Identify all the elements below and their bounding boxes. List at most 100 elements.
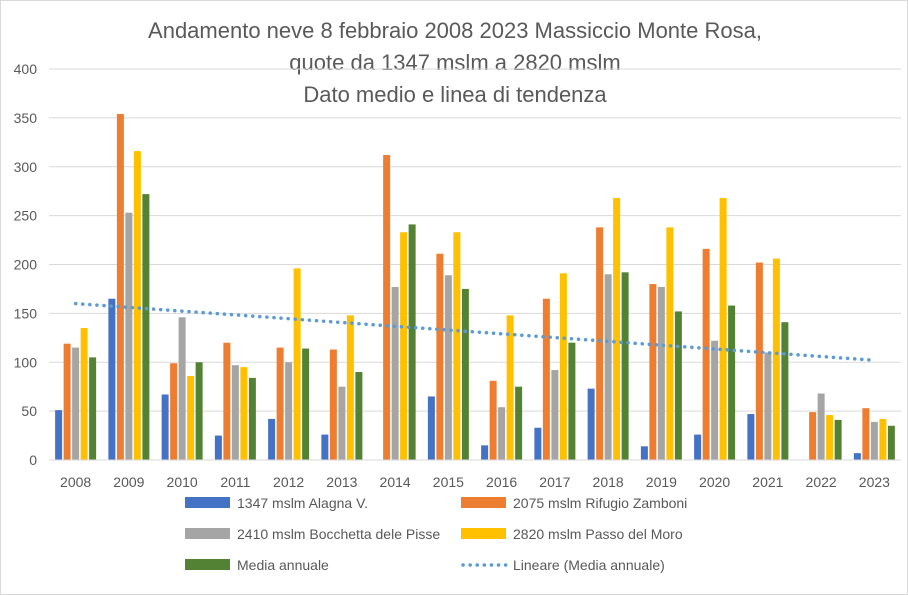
bar [170, 363, 178, 460]
bar [887, 425, 895, 460]
y-tick-label: 100 [14, 354, 38, 370]
bar [559, 273, 567, 460]
legend-swatch [185, 559, 230, 570]
bar [621, 272, 629, 460]
bar [187, 375, 195, 460]
legend-swatch [185, 497, 230, 508]
bar [862, 408, 870, 460]
bar [268, 418, 276, 460]
bar [551, 370, 559, 460]
x-tick-label: 2021 [752, 474, 783, 490]
bar [747, 414, 755, 460]
bar [719, 198, 727, 460]
bar [161, 394, 169, 460]
y-tick-label: 50 [21, 403, 37, 419]
chart-title-line-1: Andamento neve 8 febbraio 2008 2023 Mass… [148, 18, 762, 43]
y-tick-label: 250 [14, 208, 38, 224]
bar [427, 396, 435, 460]
bar [542, 298, 550, 460]
bar [834, 419, 842, 460]
bar [195, 362, 203, 460]
bar [817, 393, 825, 460]
legend-label: Lineare (Media annuale) [513, 557, 665, 573]
legend-swatch [461, 528, 506, 539]
x-tick-label: 2010 [167, 474, 198, 490]
bar [55, 410, 63, 460]
x-tick-label: 2008 [60, 474, 91, 490]
bar [728, 305, 736, 460]
bar [436, 253, 444, 460]
bar [604, 274, 612, 460]
bar [178, 317, 186, 460]
bar [125, 212, 133, 460]
x-tick-label: 2023 [859, 474, 890, 490]
bar [702, 248, 710, 460]
chart-title-line-2: quote da 1347 mslm a 2820 mslm [289, 50, 621, 75]
bar [80, 328, 88, 460]
x-tick-label: 2012 [273, 474, 304, 490]
bar [355, 372, 363, 460]
x-tick-label: 2020 [699, 474, 730, 490]
bar [391, 286, 399, 460]
bar [587, 388, 595, 460]
bar [461, 288, 469, 460]
x-tick-label: 2014 [380, 474, 411, 490]
trendline [73, 301, 877, 363]
bar [781, 322, 789, 460]
x-tick-label: 2018 [593, 474, 624, 490]
x-tick-label: 2009 [113, 474, 144, 490]
y-tick-label: 300 [14, 159, 38, 175]
legend-label: Media annuale [237, 557, 329, 573]
bar [613, 198, 621, 460]
bar [142, 194, 150, 460]
bar [596, 227, 604, 460]
bar [302, 348, 310, 460]
bar [444, 275, 452, 460]
x-tick-label: 2022 [806, 474, 837, 490]
bar [346, 315, 354, 460]
bar [231, 365, 239, 460]
legend-label: 2410 mslm Bocchetta dele Pisse [237, 526, 440, 542]
bar [649, 284, 657, 460]
y-tick-label: 0 [29, 452, 37, 468]
bar [534, 427, 542, 460]
bar [285, 362, 293, 460]
bar [481, 445, 489, 460]
x-tick-label: 2019 [646, 474, 677, 490]
chart-title: Andamento neve 8 febbraio 2008 2023 Mass… [1, 15, 908, 111]
bar [248, 377, 256, 460]
bar [214, 435, 222, 460]
bar [640, 446, 648, 460]
bar [72, 347, 80, 460]
bar [329, 349, 337, 460]
legend-label: 2075 mslm Rifugio Zamboni [513, 495, 687, 511]
x-tick-label: 2011 [220, 474, 250, 490]
bar [711, 340, 719, 460]
y-tick-label: 200 [14, 257, 38, 273]
legend-swatch [185, 528, 230, 539]
y-tick-label: 350 [14, 110, 38, 126]
bar [666, 227, 674, 460]
legend-swatch [461, 497, 506, 508]
bar [498, 407, 506, 460]
bar [853, 453, 861, 460]
bar [63, 343, 71, 460]
x-tick-label: 2016 [486, 474, 517, 490]
bar [764, 352, 772, 460]
x-tick-label: 2015 [433, 474, 464, 490]
bar [489, 380, 497, 460]
bar [674, 311, 682, 460]
y-tick-label: 400 [14, 61, 38, 77]
bar [755, 262, 763, 460]
bar [515, 386, 523, 460]
bar [293, 268, 301, 460]
bar [116, 113, 124, 460]
bar [657, 286, 665, 460]
x-tick-label: 2017 [539, 474, 570, 490]
bar [108, 298, 116, 460]
chart-title-line-3: Dato medio e linea di tendenza [303, 82, 607, 107]
bar [879, 418, 887, 460]
bar [321, 434, 329, 460]
